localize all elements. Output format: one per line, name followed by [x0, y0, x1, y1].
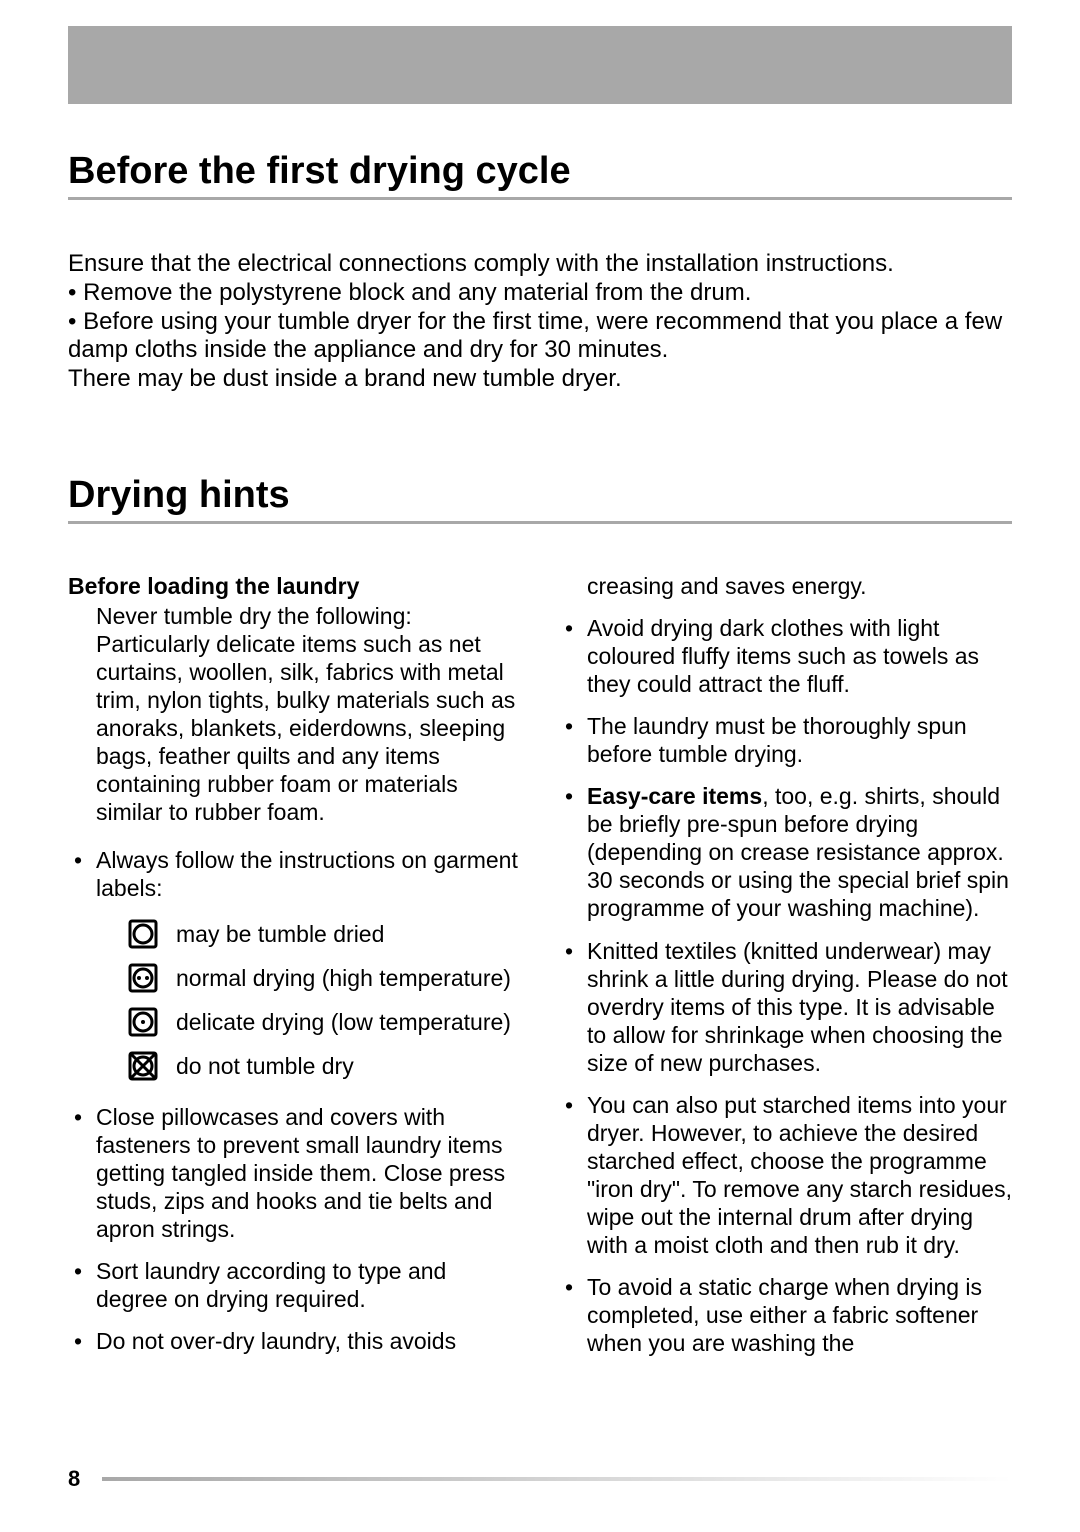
- header-bar: [68, 26, 1012, 104]
- intro-block: Ensure that the electrical connections c…: [68, 250, 1012, 394]
- page-content: Before the first drying cycle Ensure tha…: [68, 150, 1012, 1371]
- symbol-label: may be tumble dried: [176, 920, 384, 950]
- list-item: Do not over-dry laundry, this avoids: [68, 1327, 521, 1355]
- symbol-label: normal drying (high temperature): [176, 964, 511, 994]
- tumble-dry-empty-icon: [126, 917, 160, 951]
- right-bullet-list: Avoid drying dark clothes with light col…: [559, 614, 1012, 1357]
- symbol-row: normal drying (high temperature): [126, 961, 521, 995]
- care-symbols-block: may be tumble dried: [126, 917, 521, 1083]
- left-bullet-list: Always follow the instructions on garmen…: [68, 846, 521, 1354]
- list-item: Knitted textiles (knitted underwear) may…: [559, 937, 1012, 1077]
- list-item: Always follow the instructions on garmen…: [68, 846, 521, 1082]
- tumble-dry-one-dot-icon: [126, 1005, 160, 1039]
- continuation-text: creasing and saves energy.: [587, 572, 1012, 600]
- easy-care-bold: Easy-care items: [587, 783, 762, 809]
- list-item: Sort laundry according to type and degre…: [68, 1257, 521, 1313]
- subhead-before-loading: Before loading the laundry: [68, 572, 521, 600]
- list-item: The laundry must be thoroughly spun befo…: [559, 712, 1012, 768]
- list-item: Easy-care items, too, e.g. shirts, shoul…: [559, 782, 1012, 922]
- list-item: Close pillowcases and covers with fasten…: [68, 1103, 521, 1243]
- left-column: Before loading the laundry Never tumble …: [68, 572, 521, 1371]
- never-tumble-block: Never tumble dry the following: Particul…: [96, 602, 521, 826]
- symbol-label: do not tumble dry: [176, 1052, 354, 1082]
- intro-bullet-2: • Before using your tumble dryer for the…: [68, 308, 1012, 366]
- follow-instructions-text: Always follow the instructions on garmen…: [96, 847, 518, 901]
- do-not-tumble-dry-icon: [126, 1049, 160, 1083]
- symbol-row: do not tumble dry: [126, 1049, 521, 1083]
- list-item: You can also put starched items into you…: [559, 1091, 1012, 1259]
- section-title-before-first-drying: Before the first drying cycle: [68, 150, 1012, 200]
- page-number: 8: [68, 1466, 80, 1492]
- symbol-row: may be tumble dried: [126, 917, 521, 951]
- two-column-layout: Before loading the laundry Never tumble …: [68, 572, 1012, 1371]
- symbol-label: delicate drying (low temperature): [176, 1008, 511, 1038]
- list-item: Avoid drying dark clothes with light col…: [559, 614, 1012, 698]
- intro-bullet-1: • Remove the polystyrene block and any m…: [68, 279, 1012, 308]
- intro-line: Ensure that the electrical connections c…: [68, 250, 1012, 279]
- list-item: To avoid a static charge when drying is …: [559, 1273, 1012, 1357]
- section-title-drying-hints: Drying hints: [68, 474, 1012, 524]
- right-column: creasing and saves energy. Avoid drying …: [559, 572, 1012, 1371]
- symbol-row: delicate drying (low temperature): [126, 1005, 521, 1039]
- page-footer: 8: [68, 1466, 1012, 1492]
- tumble-dry-two-dot-icon: [126, 961, 160, 995]
- footer-rule: [102, 1477, 1012, 1481]
- intro-tail: There may be dust inside a brand new tum…: [68, 365, 1012, 394]
